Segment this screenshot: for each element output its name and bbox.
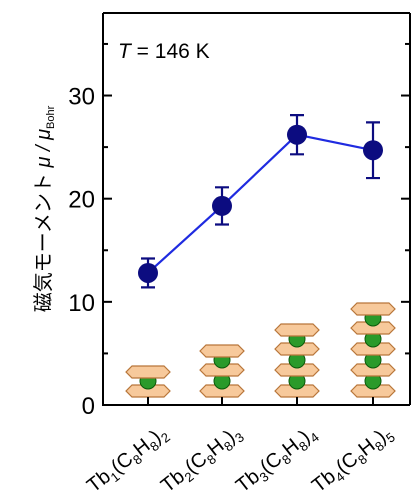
y-tick-label: 10 bbox=[68, 290, 95, 317]
y-label-main: 磁気モーメント bbox=[32, 173, 55, 312]
ring bbox=[126, 366, 170, 378]
y-label-unit-sub: Bohr bbox=[45, 105, 57, 129]
y-label-unit: μ / μ bbox=[33, 129, 55, 169]
annotation: T = 146 K bbox=[118, 40, 210, 63]
x-tick-label: Tb3(C8H8)4 bbox=[232, 422, 322, 500]
point bbox=[212, 196, 232, 216]
series-line bbox=[148, 135, 373, 273]
molecule-icons bbox=[126, 303, 395, 397]
y-axis-label: 磁気モーメント μ / μBohr bbox=[32, 105, 57, 312]
ring bbox=[200, 345, 244, 357]
x-tick-label: Tb2(C8H8)3 bbox=[157, 422, 247, 500]
y-tick-label: 30 bbox=[68, 84, 95, 111]
point bbox=[287, 125, 307, 145]
ring bbox=[275, 324, 319, 336]
x-tick-label: Tb4(C8H8)5 bbox=[308, 422, 398, 500]
ring bbox=[351, 303, 395, 315]
annotation-text: = 146 K bbox=[137, 40, 210, 63]
point bbox=[363, 140, 383, 160]
point bbox=[138, 263, 158, 283]
y-tick-label: 0 bbox=[82, 393, 95, 420]
x-tick-label: Tb1(C8H8)2 bbox=[83, 422, 173, 500]
y-tick-label: 20 bbox=[68, 187, 95, 214]
annotation-italic: T bbox=[118, 40, 133, 63]
chart: T = 146 K 磁気モーメント μ / μBohr 0 10 20 30 Tb1(C… bbox=[0, 0, 412, 504]
